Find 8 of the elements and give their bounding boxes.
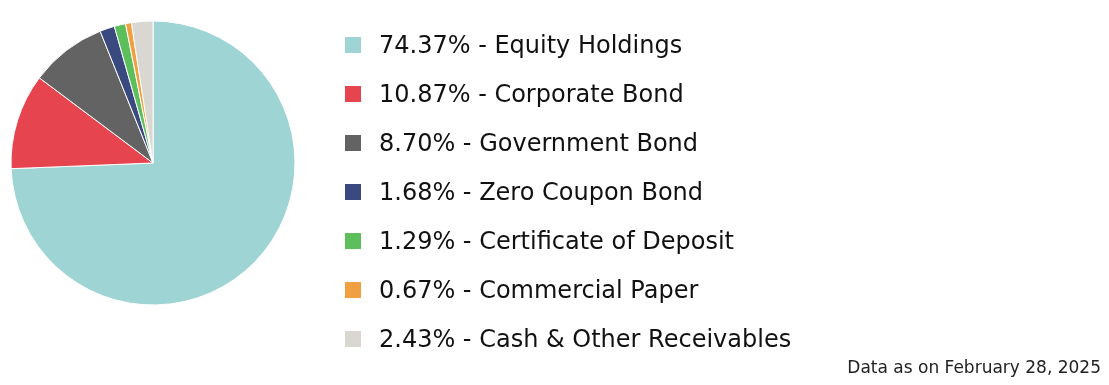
legend-label: 2.43% - Cash & Other Receivables — [379, 325, 792, 353]
legend-label: 1.68% - Zero Coupon Bond — [379, 178, 704, 206]
legend-label: 1.29% - Certificate of Deposit — [379, 227, 734, 255]
legend-label: 8.70% - Government Bond — [379, 129, 699, 157]
legend-label: 0.67% - Commercial Paper — [379, 276, 699, 304]
text: Data as on February 28, 2025 — [847, 356, 1102, 377]
legend-label: 74.37% - Equity Holdings — [379, 31, 683, 59]
legend-label: 10.87% - Corporate Bond — [379, 80, 684, 108]
